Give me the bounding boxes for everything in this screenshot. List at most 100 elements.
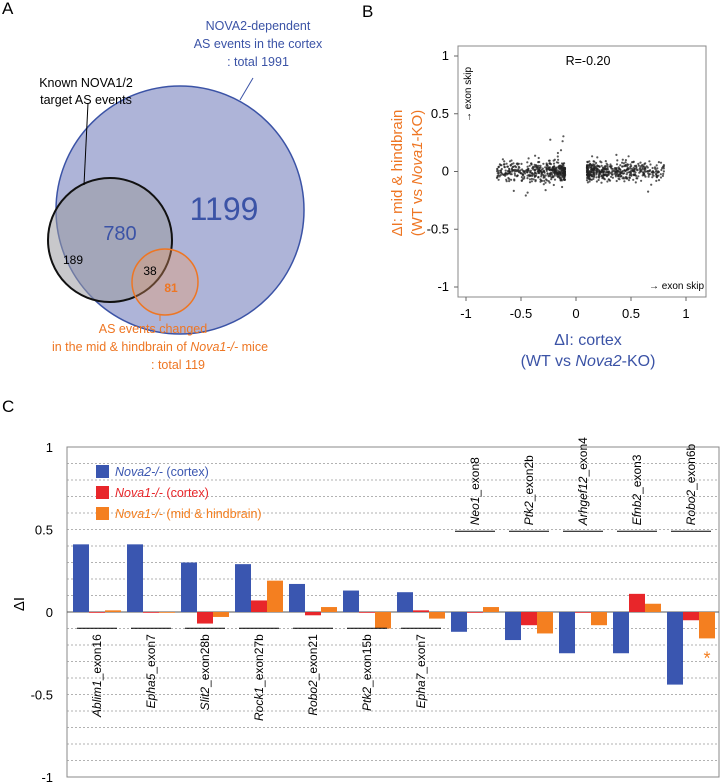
scatter-point: [646, 170, 649, 173]
nova2-only-count: 1199: [190, 191, 259, 227]
bar: [505, 612, 521, 641]
scatter-point: [633, 173, 636, 176]
bar: [413, 610, 429, 612]
scatter-point: [661, 174, 665, 177]
scatter-point: [505, 173, 508, 176]
bar: [73, 544, 89, 612]
bar: [267, 580, 283, 612]
scatter-point: [503, 166, 506, 169]
mid-label-line1: AS events changed: [99, 322, 207, 336]
scatter-point: [548, 162, 552, 165]
scatter-point: [604, 160, 607, 163]
scatter-point: [639, 168, 642, 171]
scatter-point: [516, 174, 519, 177]
scatter-point: [529, 169, 533, 172]
known-leader-line: [83, 102, 89, 186]
scatter-point: [513, 172, 516, 175]
panel-label-c: C: [2, 397, 14, 416]
bar-category-gene: Ptk2: [522, 501, 536, 525]
scatter-point: [603, 165, 606, 168]
scatter-point: [624, 161, 627, 164]
scatter-point: [549, 138, 552, 141]
scatter-point: [593, 174, 596, 177]
scatter-point: [526, 165, 529, 168]
scatter-point: [644, 162, 647, 165]
scatter-point: [559, 173, 563, 176]
bar: [575, 612, 591, 613]
nova2-leader-line: [239, 77, 254, 101]
scatter-point: [636, 169, 639, 172]
scatter-point: [537, 176, 540, 179]
scatter-point: [520, 162, 523, 165]
scatter-point: [540, 168, 543, 171]
scatter-point: [614, 171, 617, 174]
scatter-point: [550, 178, 553, 181]
bar-category-gene: Rock1: [252, 687, 266, 721]
scatter-point: [588, 170, 592, 173]
bar: [629, 593, 645, 612]
scatter-point: [518, 170, 521, 173]
scatter-point: [528, 164, 531, 167]
bar-category-gene: Arhgef12: [576, 476, 590, 526]
scatter-point: [624, 159, 628, 162]
scatter-point: [595, 167, 598, 170]
scatter-point: [512, 162, 515, 165]
scatter-point: [626, 171, 629, 174]
scatter-point: [626, 168, 629, 171]
venn-diagram: NOVA2-dependent AS events in the cortex …: [39, 19, 323, 372]
bar-category-exon: _exon7: [414, 634, 428, 675]
scatter-point: [547, 180, 550, 183]
scatter-point: [552, 159, 555, 162]
scatter-point: [559, 149, 563, 152]
scatter-point: [548, 166, 552, 169]
scatter-point: [529, 171, 532, 174]
legend-label-nova1-cortex: Nova1-/- (cortex): [115, 486, 209, 500]
bar-category-exon: _exon2b: [522, 455, 536, 502]
bar: [397, 592, 413, 612]
bar-category-exon: _exon6b: [684, 444, 698, 491]
scatter-point: [621, 161, 624, 164]
scatter-point: [585, 168, 589, 171]
bar: [143, 612, 159, 613]
scatter-point: [591, 175, 594, 178]
scatter-point: [510, 170, 513, 173]
scatter-x-tick-label: -0.5: [510, 306, 532, 321]
scatter-point: [629, 167, 632, 170]
scatter-point: [512, 189, 515, 192]
bar: [591, 612, 607, 626]
scatter-point: [563, 170, 566, 173]
scatter-point: [637, 164, 641, 167]
scatter-point: [632, 178, 635, 181]
scatter-point: [617, 169, 620, 172]
scatter-point: [615, 163, 619, 166]
scatter-x-tick-label: -1: [460, 306, 472, 321]
scatter-point: [598, 170, 601, 174]
scatter-y-tick-label: 0: [442, 164, 449, 179]
x-exon-skip-label: → exon skip: [649, 281, 704, 292]
bar-gridlines: [67, 463, 719, 761]
scatter-point: [590, 163, 593, 166]
scatter-point: [609, 163, 612, 166]
bar: [305, 612, 321, 616]
bar-category-label: Epha7_exon7: [414, 634, 428, 708]
bar-category-exon: _exon16: [90, 634, 104, 681]
scatter-point: [524, 194, 527, 197]
scatter-point: [595, 172, 598, 175]
scatter-point: [602, 167, 605, 170]
scatter-point: [621, 158, 624, 161]
scatter-point: [628, 176, 631, 179]
scatter-point: [595, 161, 598, 165]
scatter-x-label-line2: (WT vs Nova2-KO): [521, 353, 656, 370]
scatter-point: [502, 173, 505, 176]
scatter-point: [617, 166, 620, 169]
scatter-point: [598, 169, 601, 172]
scatter-point: [545, 162, 548, 165]
scatter-point: [597, 175, 600, 178]
scatter-point: [551, 175, 555, 178]
scatter-point: [518, 166, 521, 169]
scatter-point: [635, 167, 638, 170]
scatter-point: [654, 170, 658, 173]
scatter-point: [561, 172, 565, 175]
scatter-point: [557, 170, 561, 173]
scatter-point: [630, 174, 633, 177]
